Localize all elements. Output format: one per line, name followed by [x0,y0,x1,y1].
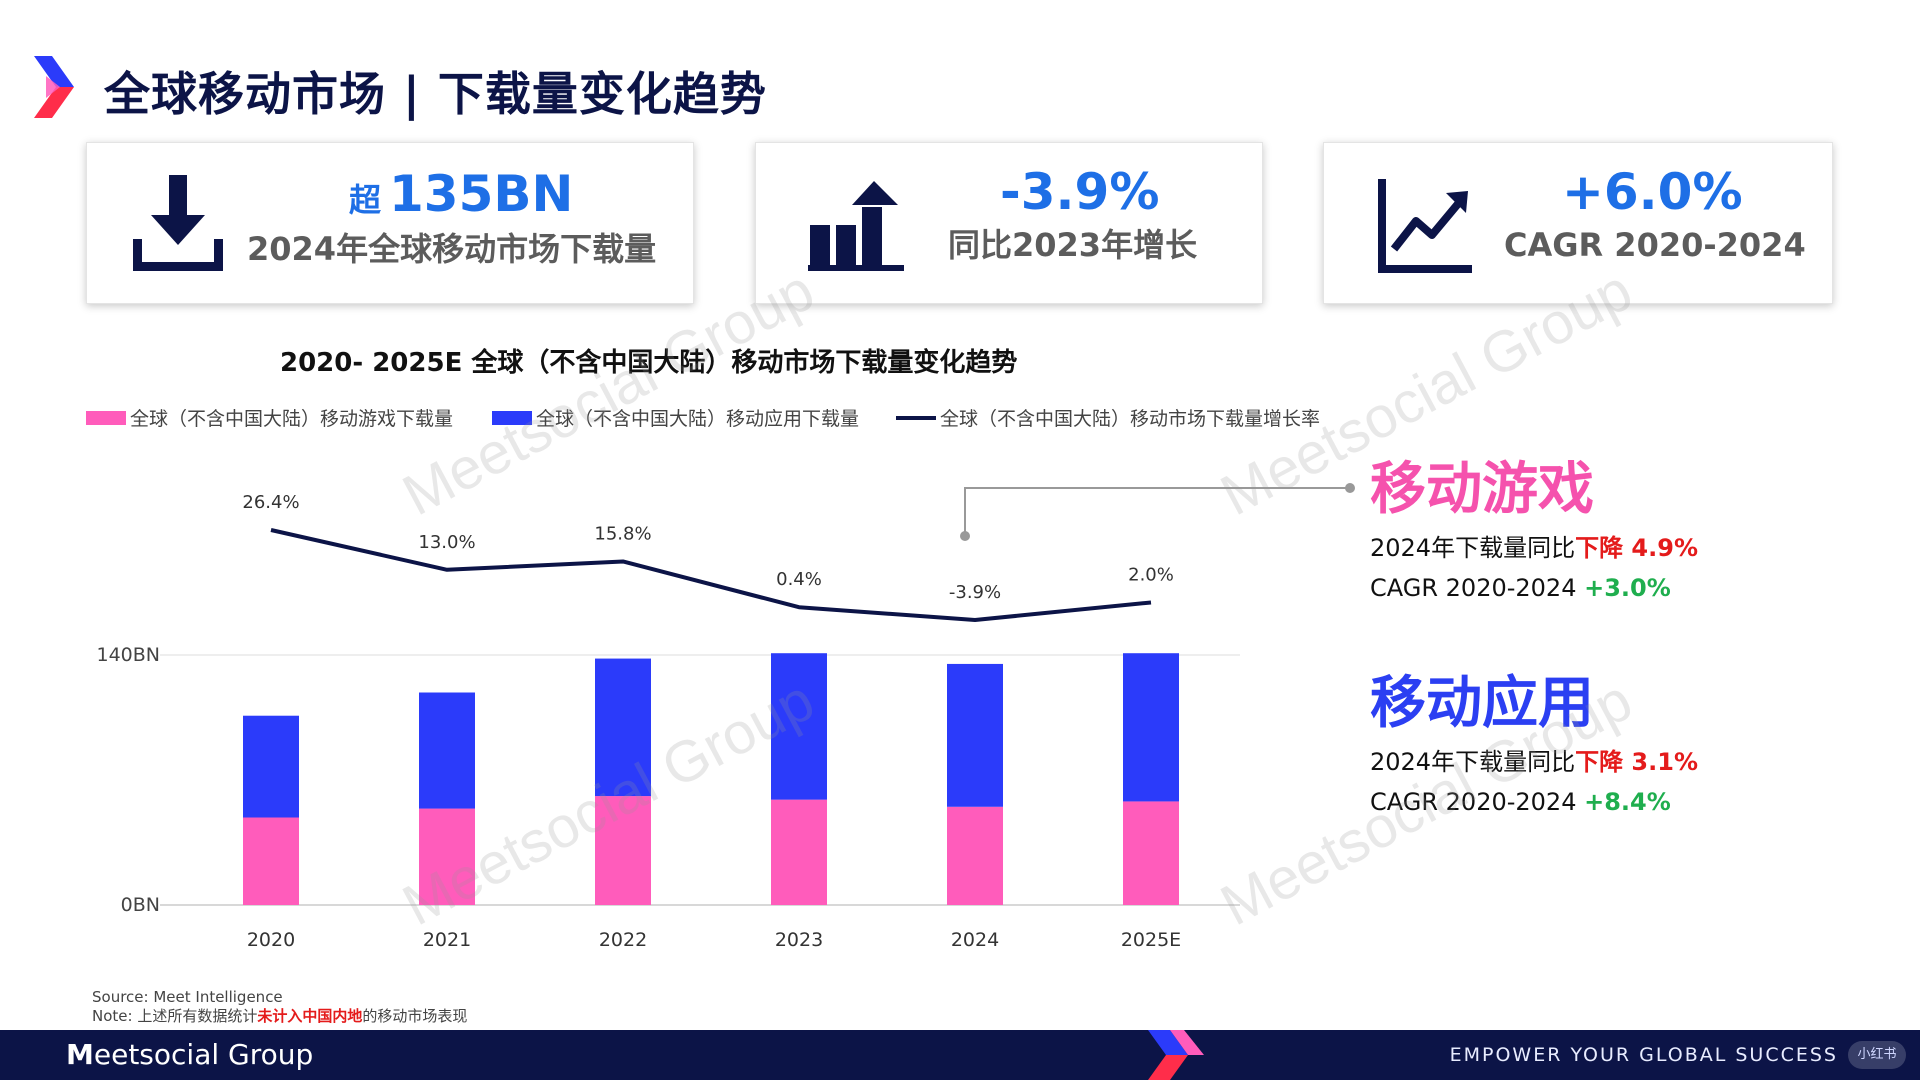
callout-connector [964,487,1350,536]
kpi-label: 同比2023年增长 [948,226,1198,264]
growth-rate-label: 13.0% [418,532,475,553]
kpi-card-cagr: +6.0% CAGR 2020-2024 [1323,142,1833,304]
footer-slogan: EMPOWER YOUR GLOBAL SUCCESS [1449,1044,1838,1066]
x-tick-label: 2022 [599,929,647,951]
bar-games [419,808,475,905]
legend-label: 全球（不含中国大陆）移动市场下载量增长率 [940,408,1321,430]
chart-legend: 全球（不含中国大陆）移动游戏下载量 全球（不含中国大陆）移动应用下载量 全球（不… [86,404,1386,430]
legend-swatch [86,410,126,425]
callout-games-cagr: CAGR 2020-2024 +3.0% [1370,576,1671,600]
x-tick-label: 2021 [423,929,471,951]
callout-text: 2024年下载量同比 [1370,534,1576,562]
kpi-value: 超 135BN [349,169,573,219]
callout-apps-yoy: 2024年下载量同比下降 3.1% [1370,750,1698,774]
x-tick-label: 2023 [775,929,823,951]
growth-rate-line [270,528,1152,622]
y-tick-label: 0BN [121,894,160,916]
callout-title-games: 移动游戏 [1370,457,1594,522]
bar-apps [243,715,299,818]
legend-line [896,415,936,420]
bar-games [771,799,827,905]
callout-text: CAGR 2020-2024 [1370,788,1577,816]
chart-title: 2020- 2025E 全球（不含中国大陆）移动市场下载量变化趋势 [280,348,1018,378]
page-title: 全球移动市场 | 下载量变化趋势 [104,67,767,121]
source-line: Source: Meet Intelligence [92,988,283,1006]
footer-bar: Meetsocial Group EMPOWER YOUR GLOBAL SUC… [0,1030,1920,1080]
kpi-label: 2024年全球移动市场下载量 [247,230,657,268]
legend-item-growth: 全球（不含中国大陆）移动市场下载量增长率 [896,404,1320,431]
legend-label: 全球（不含中国大陆）移动游戏下载量 [130,408,454,430]
growth-rate-label: -3.9% [949,582,1001,603]
x-tick-label: 2024 [951,929,999,951]
callout-title-apps: 移动应用 [1370,671,1594,736]
footer-brand: Meetsocial Group [66,1038,313,1072]
bar-games [1123,801,1179,905]
note-highlight: 未计入中国内地 [257,1007,363,1025]
legend-item-apps: 全球（不含中国大陆）移动应用下载量 [492,404,859,431]
bar-games [947,806,1003,905]
bar-apps [595,658,651,797]
callout-value: 下降 4.9% [1575,534,1698,562]
kpi-value: +6.0% [1562,163,1743,221]
x-tick-label: 2020 [247,929,295,951]
callout-value: +8.4% [1584,788,1671,816]
kpi-value: -3.9% [1000,163,1160,221]
growth-rate-label: 15.8% [594,523,651,544]
download-icon [133,175,223,271]
legend-item-games: 全球（不含中国大陆）移动游戏下载量 [86,404,453,431]
footer-brand-text: eetsocial Group [93,1038,314,1071]
xiaohongshu-badge[interactable]: 小红书 [1848,1041,1906,1069]
callout-value: +3.0% [1584,574,1671,602]
growth-rate-label: 26.4% [242,492,299,513]
bar-growth-icon [808,181,904,271]
x-tick-label: 2025E [1121,929,1181,951]
kpi-label: CAGR 2020-2024 [1504,226,1806,264]
callout-text: CAGR 2020-2024 [1370,574,1577,602]
brand-logo-icon [34,56,74,118]
callout-value: 下降 3.1% [1575,748,1698,776]
bar-apps [1123,653,1179,802]
kpi-prefix: 超 [349,181,382,219]
trend-line-icon [1378,179,1472,273]
connector-dot [960,531,970,541]
footer-logo-icon [1148,1030,1204,1080]
legend-label: 全球（不含中国大陆）移动应用下载量 [536,408,860,430]
callout-text: 2024年下载量同比 [1370,748,1576,776]
note-line: Note: 上述所有数据统计未计入中国内地的移动市场表现 [92,1007,467,1026]
bar-apps [419,692,475,809]
bar-apps [771,653,827,800]
note-text: Note: 上述所有数据统计 [92,1007,258,1025]
kpi-number: 135BN [389,165,574,223]
growth-rate-label: 2.0% [1128,564,1174,585]
connector-dot [1345,483,1355,493]
bar-apps [947,663,1003,807]
bar-games [595,796,651,905]
note-text: 的移动市场表现 [362,1007,468,1025]
growth-rate-label: 0.4% [776,569,822,590]
kpi-card-downloads: 超 135BN 2024年全球移动市场下载量 [86,142,694,304]
source-notes: Source: Meet Intelligence Note: 上述所有数据统计… [92,988,467,1026]
callout-apps-cagr: CAGR 2020-2024 +8.4% [1370,790,1671,814]
kpi-card-yoy: -3.9% 同比2023年增长 [755,142,1263,304]
legend-swatch [492,410,532,425]
bar-games [243,817,299,905]
footer-brand-m: M [66,1038,94,1071]
callout-games-yoy: 2024年下载量同比下降 4.9% [1370,536,1698,560]
y-tick-label: 140BN [96,644,160,666]
